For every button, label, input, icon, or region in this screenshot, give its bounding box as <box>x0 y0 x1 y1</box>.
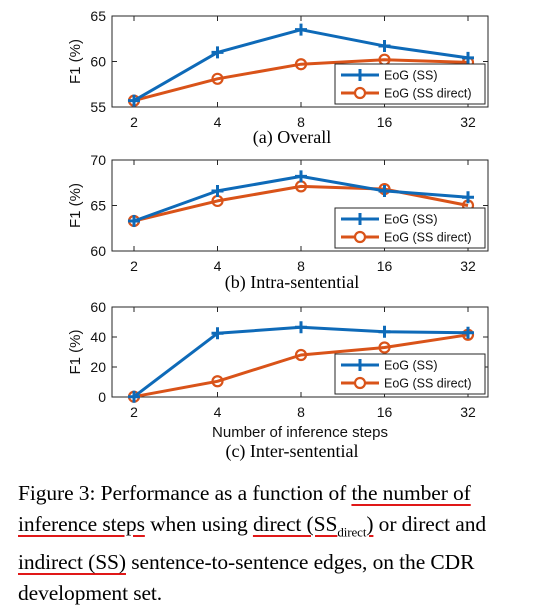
data-point-0-0 <box>128 214 140 227</box>
series-line-1 <box>133 184 469 223</box>
chart-panel-3: 0 20 40 60 2 4 8 16 32 F1 (%) Number of inference … <box>67 299 489 462</box>
caption-highlight-direct: direct (SSdirect) <box>252 512 374 540</box>
y-tick-label: 60 <box>90 243 106 259</box>
data-point-0-4 <box>462 326 474 339</box>
legend-label-0: EoG (SS) <box>384 213 438 227</box>
x-tick-label: 16 <box>377 404 393 420</box>
x-tick-label: 8 <box>297 114 305 130</box>
x-axis-label: Number of inference steps <box>212 424 388 441</box>
y-axis-label: F1 (%) <box>67 183 84 228</box>
x-tick-label: 4 <box>214 114 222 130</box>
legend: EoG (SS) EoG (SS direct) <box>334 63 486 105</box>
chart-panel-2: 60 65 70 2 4 8 16 32 F1 (%) (b) Intra-sentential E… <box>67 152 489 293</box>
legend-label-1: EoG (SS direct) <box>384 87 472 101</box>
caption-mid-1: when using <box>144 512 253 536</box>
y-tick-label: 65 <box>90 8 106 24</box>
x-tick-label: 2 <box>130 114 138 130</box>
y-tick-label: 0 <box>98 389 106 405</box>
legend-marker-1 <box>353 376 367 390</box>
caption-direct-subscript: direct <box>337 524 367 540</box>
caption-highlight-inference-steps: the number of inference steps <box>18 481 471 536</box>
legend-marker-1 <box>353 230 367 244</box>
panel-subtitle: (b) Intra-sentential <box>225 272 359 293</box>
panel-subtitle: (c) Inter-sentential <box>225 441 358 462</box>
x-tick-label: 4 <box>214 404 222 420</box>
caption-direct-main: direct (SS <box>252 512 338 536</box>
y-tick-label: 65 <box>90 198 106 214</box>
y-tick-label: 20 <box>90 359 106 375</box>
legend-label-1: EoG (SS direct) <box>384 231 472 245</box>
data-point-0-0 <box>128 94 140 107</box>
data-point-0-1 <box>211 184 224 197</box>
data-point-0-1 <box>211 327 224 340</box>
data-point-1-1 <box>211 72 224 85</box>
caption-mid-2: or direct and <box>373 512 487 536</box>
x-tick-label: 32 <box>460 114 476 130</box>
x-tick-label: 2 <box>130 258 138 274</box>
legend-marker-0 <box>354 69 366 81</box>
x-tick-label: 16 <box>377 114 393 130</box>
plot-frame <box>111 306 489 398</box>
data-point-1-2 <box>294 58 308 71</box>
legend: EoG (SS) EoG (SS direct) <box>334 353 486 395</box>
legend-label-1: EoG (SS direct) <box>384 377 472 391</box>
y-tick-label: 40 <box>90 329 106 345</box>
caption-prefix: Figure 3: Performance as a function of <box>18 481 352 505</box>
data-point-0-3 <box>378 40 391 53</box>
y-tick-label: 55 <box>90 99 106 115</box>
legend-marker-0 <box>354 213 366 225</box>
data-point-1-2 <box>294 348 308 362</box>
x-tick-label: 2 <box>130 404 138 420</box>
legend-marker-1 <box>353 86 367 100</box>
panel-subtitle: (a) Overall <box>253 127 331 148</box>
data-point-0-1 <box>211 46 224 59</box>
data-point-0-3 <box>378 184 391 197</box>
series-line-1 <box>133 58 469 103</box>
x-tick-label: 32 <box>460 258 476 274</box>
y-axis-label: F1 (%) <box>67 329 84 374</box>
data-point-0-2 <box>295 23 307 36</box>
x-tick-label: 8 <box>297 258 305 274</box>
y-tick-label: 70 <box>90 152 106 168</box>
data-point-0-4 <box>462 51 474 64</box>
data-point-0-3 <box>378 325 391 338</box>
data-point-1-1 <box>211 375 224 388</box>
y-axis-label: F1 (%) <box>67 39 84 84</box>
figure-caption: Figure 3: Performance as a function of t… <box>18 478 530 609</box>
y-tick-label: 60 <box>90 299 106 315</box>
y-tick-label: 60 <box>90 54 106 70</box>
data-point-0-2 <box>295 321 307 334</box>
caption-highlight-indirect: indirect (SS) <box>18 550 126 575</box>
data-point-0-4 <box>462 191 474 204</box>
x-tick-label: 8 <box>297 404 305 420</box>
data-point-0-0 <box>128 390 140 403</box>
data-point-1-3 <box>378 341 391 354</box>
legend-label-0: EoG (SS) <box>384 69 438 83</box>
x-tick-label: 16 <box>377 258 393 274</box>
legend-marker-0 <box>354 359 366 371</box>
data-point-0-2 <box>295 170 307 183</box>
caption-direct-close: ) <box>366 512 374 536</box>
x-tick-label: 4 <box>214 258 222 274</box>
series-line-1 <box>133 333 469 399</box>
legend-label-0: EoG (SS) <box>384 359 438 373</box>
legend: EoG (SS) EoG (SS direct) <box>334 207 486 249</box>
x-tick-label: 32 <box>460 404 476 420</box>
